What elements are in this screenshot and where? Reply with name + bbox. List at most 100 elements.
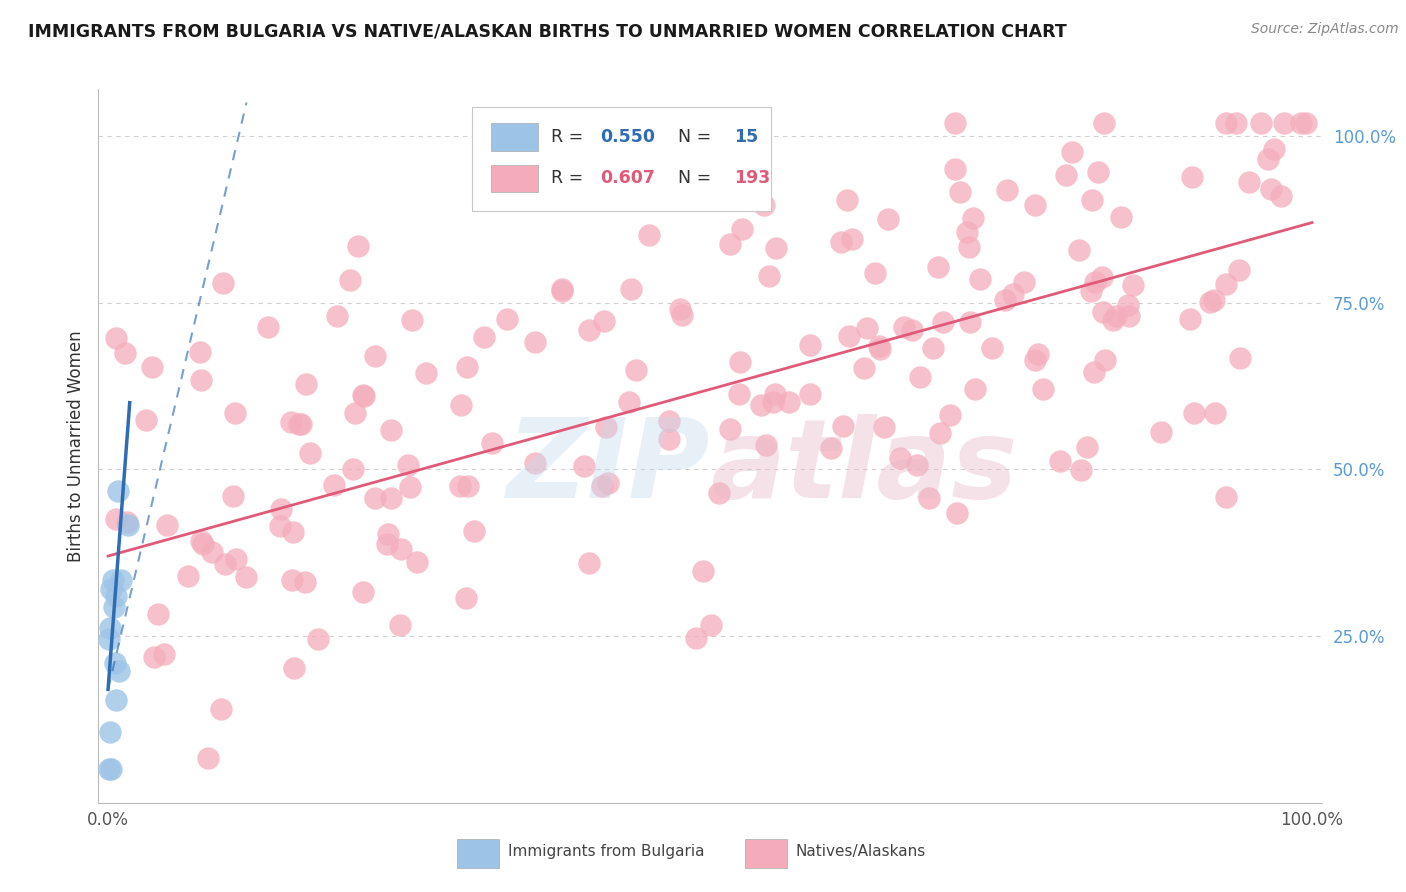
Point <box>1215 277 1237 292</box>
Point <box>591 478 613 492</box>
Point <box>156 518 179 533</box>
Point <box>832 418 855 433</box>
Point <box>457 479 479 493</box>
Point <box>1024 353 1046 368</box>
Point <box>190 533 212 548</box>
Point <box>707 485 730 500</box>
Text: R =: R = <box>551 128 589 146</box>
Point <box>401 313 423 327</box>
Point <box>1150 425 1173 439</box>
Point <box>596 475 619 490</box>
Point <box>1094 352 1116 367</box>
Point <box>104 331 127 345</box>
Point <box>918 491 941 505</box>
Point <box>1105 309 1128 323</box>
Point <box>1001 286 1024 301</box>
Point <box>117 517 139 532</box>
Point <box>1229 351 1251 366</box>
Point <box>463 524 485 538</box>
Point <box>778 395 800 409</box>
Point <box>347 239 370 253</box>
Point <box>749 398 772 412</box>
Point <box>389 542 412 557</box>
Point <box>1250 115 1272 129</box>
Point <box>524 335 547 350</box>
Point <box>190 373 212 387</box>
Point <box>283 524 305 539</box>
Text: 0.607: 0.607 <box>600 169 655 187</box>
Text: Natives/Alaskans: Natives/Alaskans <box>796 845 927 859</box>
Point <box>830 235 852 249</box>
Point <box>325 309 347 323</box>
Point <box>1024 198 1046 212</box>
Point <box>658 432 681 446</box>
Point <box>380 491 402 506</box>
Point <box>718 422 741 436</box>
Point <box>927 260 949 274</box>
Point <box>889 451 911 466</box>
Point <box>224 406 246 420</box>
Point <box>981 341 1004 355</box>
Point <box>799 387 821 401</box>
Point <box>592 314 614 328</box>
Point <box>221 489 243 503</box>
Point <box>1109 210 1132 224</box>
Point <box>956 225 979 239</box>
Point <box>450 399 472 413</box>
Point <box>190 345 212 359</box>
Point <box>1227 262 1250 277</box>
Point <box>108 664 131 678</box>
Point <box>1215 490 1237 504</box>
Point <box>1014 275 1036 289</box>
Point <box>288 417 311 431</box>
Text: 15: 15 <box>734 128 759 146</box>
Point <box>1076 441 1098 455</box>
Point <box>143 650 166 665</box>
Text: 193: 193 <box>734 169 770 187</box>
Point <box>685 631 707 645</box>
Point <box>637 227 659 242</box>
Point <box>339 273 361 287</box>
Point <box>201 544 224 558</box>
Point <box>1049 454 1071 468</box>
Point <box>100 582 122 596</box>
Point <box>377 526 399 541</box>
Point <box>135 412 157 426</box>
Text: N =: N = <box>668 128 717 146</box>
Point <box>908 369 931 384</box>
Point <box>225 551 247 566</box>
Point <box>524 456 547 470</box>
Point <box>114 346 136 360</box>
Point <box>1118 310 1140 324</box>
Point <box>1181 169 1204 184</box>
Point <box>344 406 367 420</box>
Point <box>946 506 969 520</box>
Point <box>1257 152 1279 166</box>
Point <box>1178 311 1201 326</box>
Point <box>193 537 215 551</box>
Point <box>1084 275 1107 289</box>
Point <box>270 502 292 516</box>
FancyBboxPatch shape <box>491 165 537 192</box>
Point <box>1091 270 1114 285</box>
Point <box>852 361 875 376</box>
Point <box>959 315 981 329</box>
Point <box>921 341 943 355</box>
Point <box>1272 115 1295 129</box>
Point <box>856 321 879 335</box>
Point <box>841 232 863 246</box>
Point <box>731 221 754 235</box>
Point <box>352 388 374 402</box>
Point <box>100 763 122 777</box>
Text: IMMIGRANTS FROM BULGARIA VS NATIVE/ALASKAN BIRTHS TO UNMARRIED WOMEN CORRELATION: IMMIGRANTS FROM BULGARIA VS NATIVE/ALASK… <box>28 22 1067 40</box>
Point <box>1260 182 1282 196</box>
Point <box>699 618 721 632</box>
Point <box>962 211 984 225</box>
Text: N =: N = <box>668 169 717 187</box>
Point <box>209 702 232 716</box>
Point <box>105 512 128 526</box>
FancyBboxPatch shape <box>471 107 772 211</box>
Point <box>1270 189 1292 203</box>
Point <box>877 212 900 227</box>
Point <box>799 338 821 352</box>
